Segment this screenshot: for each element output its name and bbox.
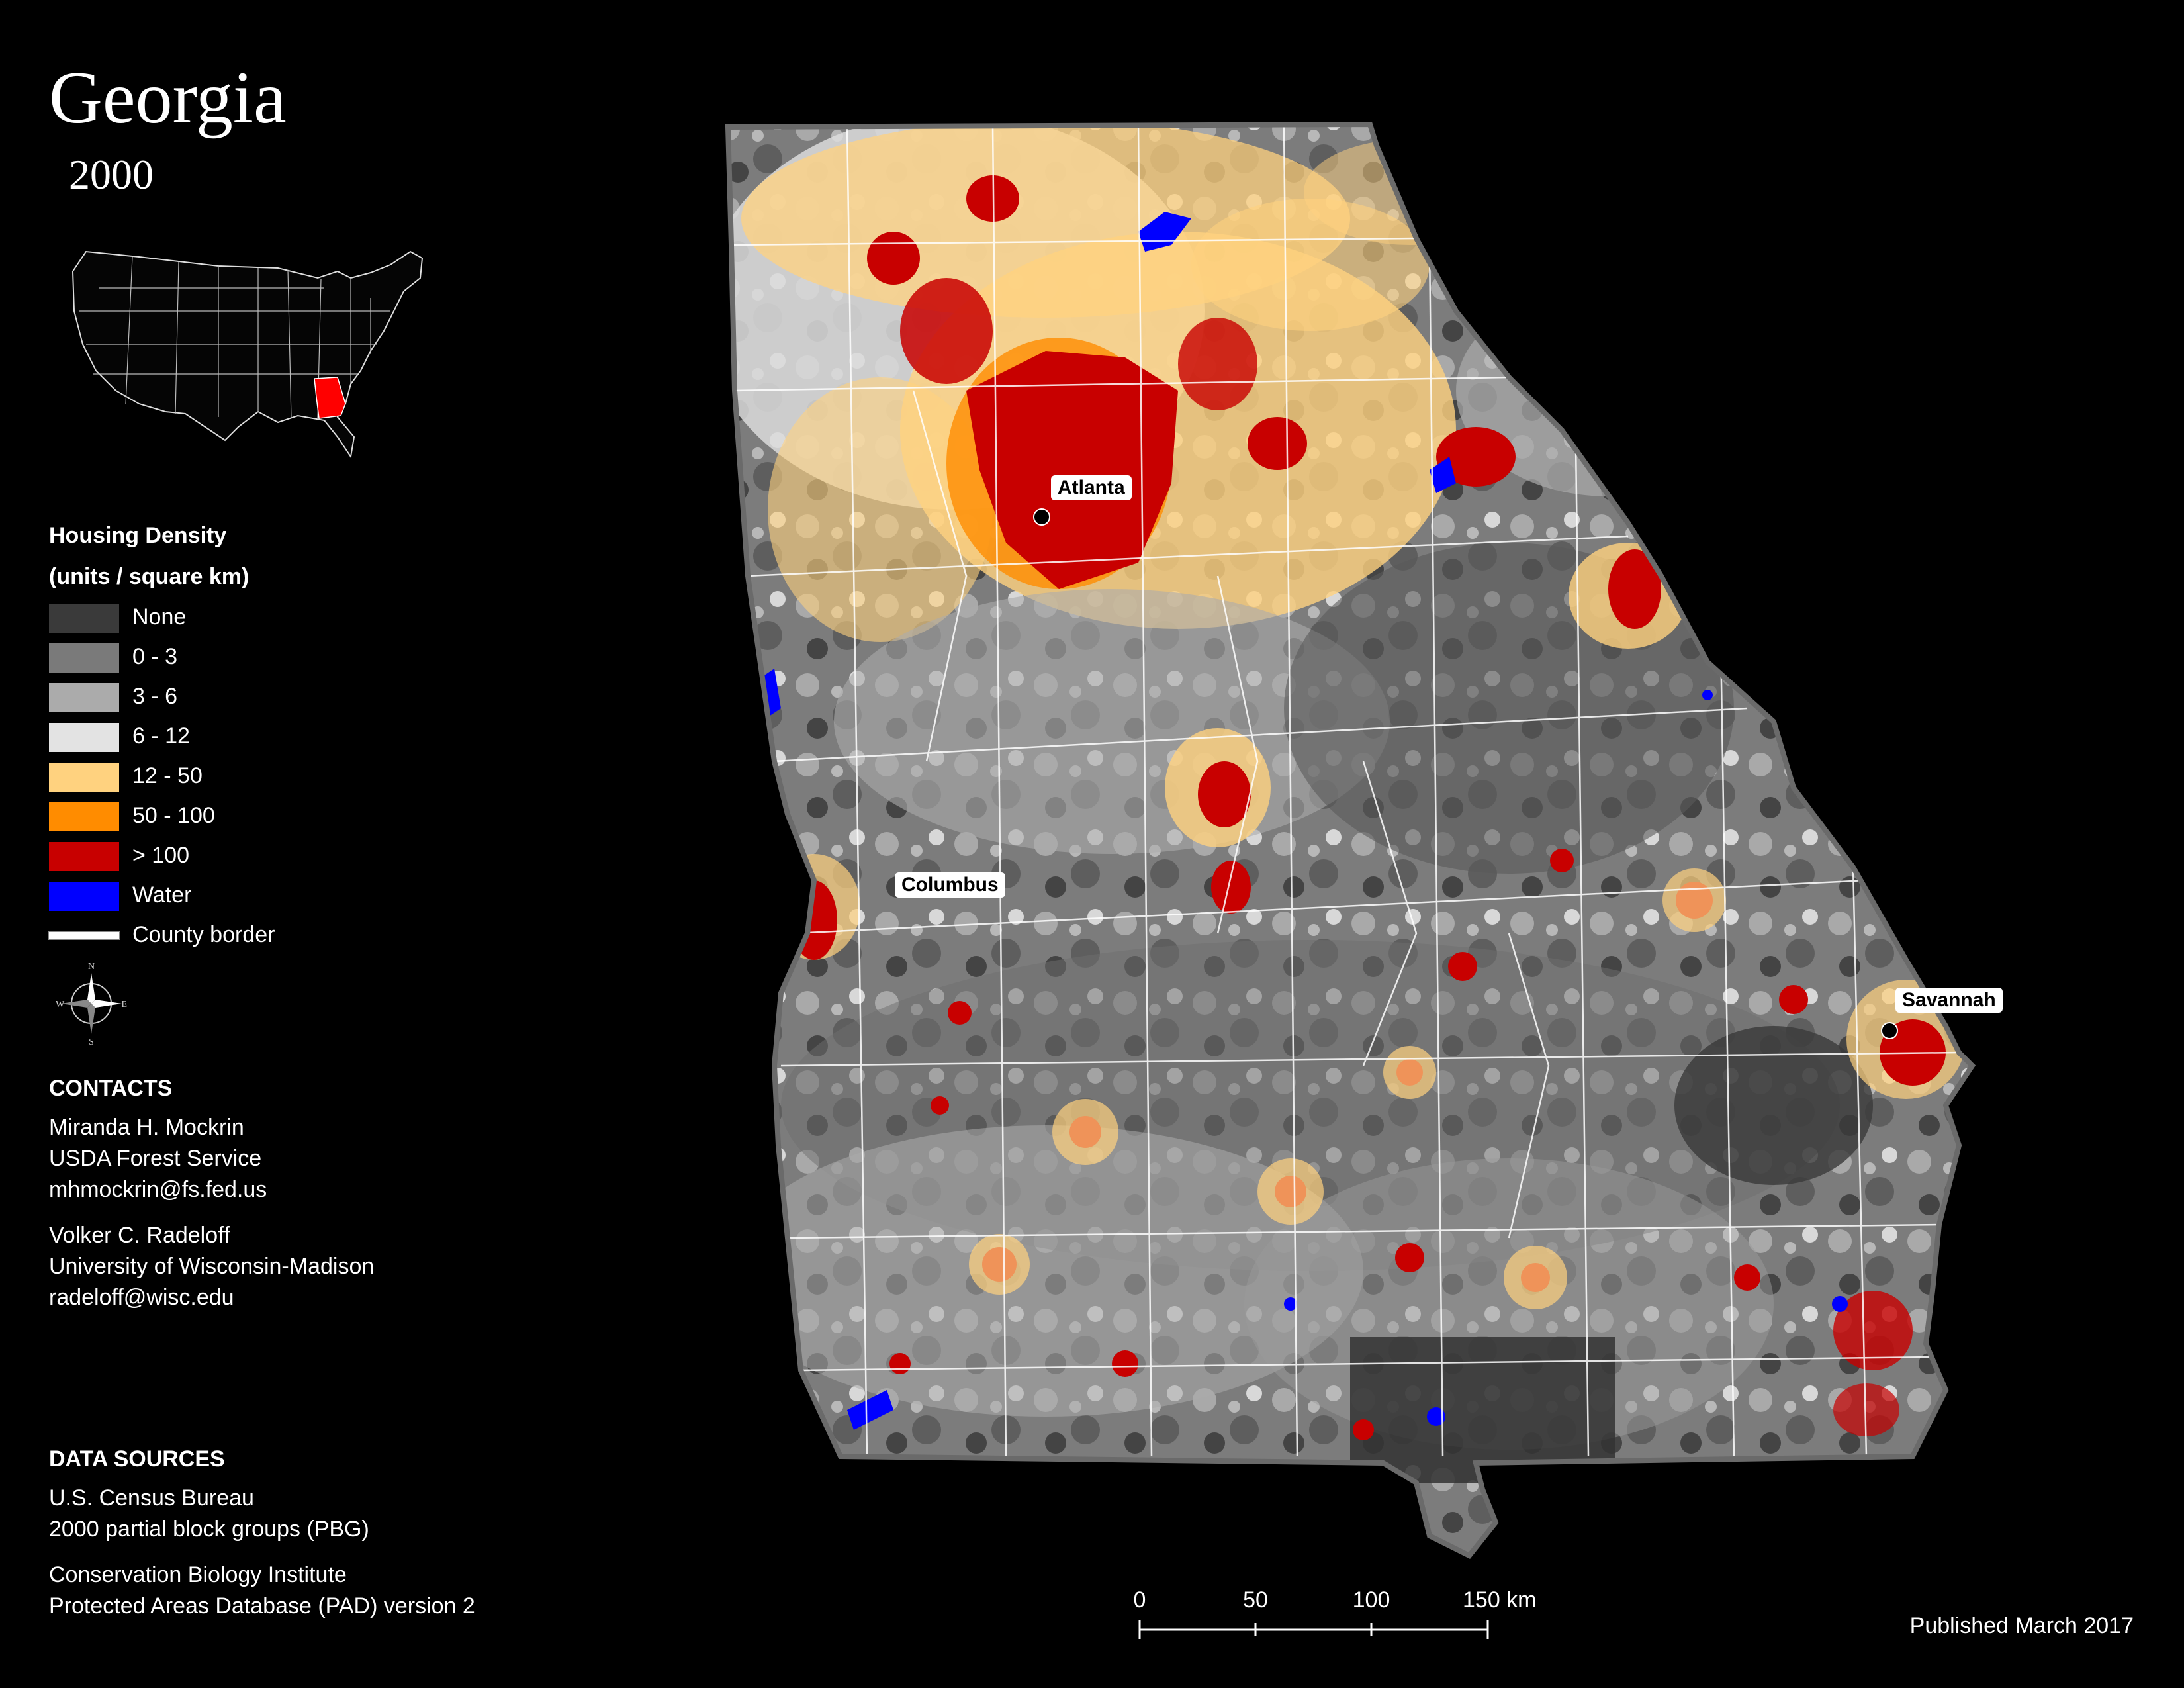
- contacts-heading: CONTACTS: [49, 1076, 173, 1101]
- atlanta-marker: [1033, 508, 1050, 526]
- scale-tick-label: 50: [1243, 1587, 1268, 1613]
- legend-units: (units / square km): [49, 564, 250, 589]
- legend-label: 6 - 12: [132, 724, 190, 749]
- contact-email[interactable]: radeloff@wisc.edu: [49, 1285, 234, 1310]
- legend-label: 12 - 50: [132, 763, 203, 788]
- published-date: Published March 2017: [1909, 1613, 2134, 1638]
- legend-label: None: [132, 604, 187, 630]
- us-locator-map: [71, 250, 424, 459]
- city-label-atlanta: Atlanta: [1051, 475, 1132, 500]
- scale-tick-label: 100: [1353, 1587, 1390, 1613]
- legend-label: 3 - 6: [132, 684, 178, 709]
- contact-name: Volker C. Radeloff: [49, 1223, 230, 1248]
- contacts-section: CONTACTS Miranda H. Mockrin USDA Forest …: [49, 1072, 374, 1313]
- compass-e: E: [121, 1000, 127, 1009]
- compass-w: W: [56, 1000, 65, 1009]
- contact-name: Miranda H. Mockrin: [49, 1115, 244, 1140]
- legend-swatch: [49, 604, 119, 633]
- legend-swatch: [49, 763, 119, 792]
- scale-bar: 0 50 100 150 km: [1134, 1587, 1537, 1639]
- legend-row: Water: [49, 875, 512, 915]
- source-line: Protected Areas Database (PAD) version 2: [49, 1593, 475, 1618]
- legend-swatch: [49, 683, 119, 712]
- legend-label: 0 - 3: [132, 644, 178, 669]
- legend-row: 12 - 50: [49, 756, 512, 796]
- legend-swatch: [49, 643, 119, 673]
- city-label-savannah: Savannah: [1895, 988, 2003, 1013]
- contact-org: USDA Forest Service: [49, 1146, 262, 1171]
- legend-row: 0 - 3: [49, 637, 512, 677]
- legend-row: > 100: [49, 835, 512, 875]
- legend-label: County border: [132, 922, 275, 947]
- city-label-columbus: Columbus: [895, 872, 1005, 898]
- legend-label: 50 - 100: [132, 803, 215, 828]
- compass-s: S: [89, 1037, 94, 1046]
- source-line: 2000 partial block groups (PBG): [49, 1517, 369, 1542]
- legend-row-county-border: County border: [49, 915, 512, 955]
- legend-label: Water: [132, 882, 192, 908]
- georgia-highlight: [314, 377, 346, 419]
- legend-label: > 100: [132, 843, 190, 868]
- legend-swatch: [49, 802, 119, 831]
- legend-swatch: [49, 882, 119, 911]
- map-year: 2000: [69, 151, 154, 198]
- scale-tick-label: 0: [1134, 1587, 1146, 1613]
- legend-title: Housing Density: [49, 523, 227, 548]
- contact-org: University of Wisconsin-Madison: [49, 1254, 375, 1279]
- legend-swatch: [49, 842, 119, 871]
- legend-row: None: [49, 597, 512, 637]
- georgia-housing-density-map: [715, 113, 1985, 1569]
- legend-row: 50 - 100: [49, 796, 512, 835]
- compass-rose-icon: N S W E: [56, 962, 127, 1046]
- legend: Housing Density (units / square km) None…: [49, 515, 512, 955]
- compass-n: N: [88, 962, 95, 972]
- legend-swatch: [49, 723, 119, 752]
- legend-row: 3 - 6: [49, 677, 512, 716]
- map-title: Georgia: [49, 57, 287, 139]
- source-line: U.S. Census Bureau: [49, 1485, 254, 1511]
- scale-tick-label: 150 km: [1463, 1587, 1537, 1613]
- data-sources-heading: DATA SOURCES: [49, 1446, 225, 1472]
- contact-email[interactable]: mhmockrin@fs.fed.us: [49, 1177, 267, 1202]
- data-sources-section: DATA SOURCES U.S. Census Bureau 2000 par…: [49, 1443, 475, 1622]
- savannah-marker: [1881, 1022, 1898, 1039]
- legend-row: 6 - 12: [49, 716, 512, 756]
- county-border-swatch: [49, 932, 119, 939]
- source-line: Conservation Biology Institute: [49, 1562, 347, 1587]
